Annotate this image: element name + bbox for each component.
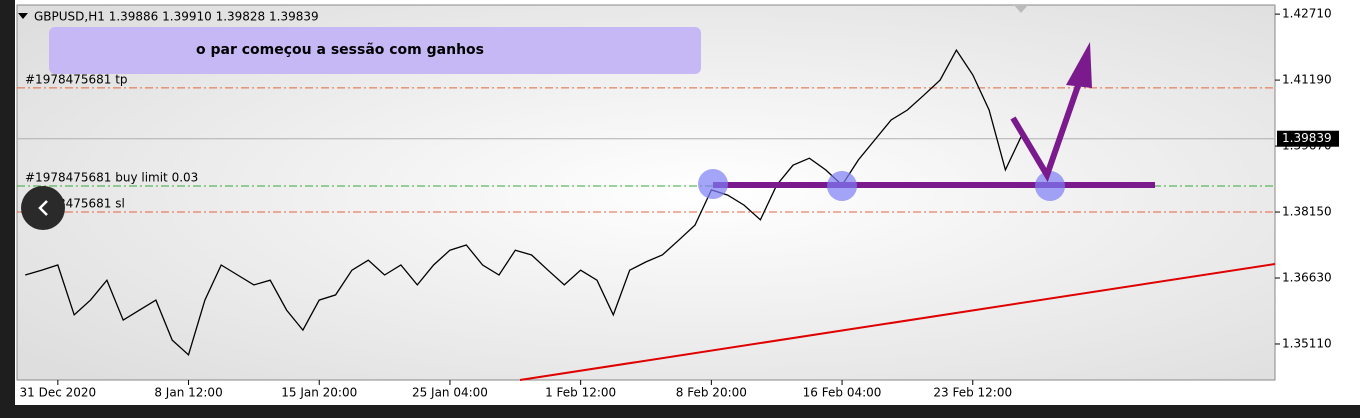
x-tick-label: 8 Feb 20:00	[676, 386, 747, 400]
y-tick-label: 1.42710	[1282, 7, 1332, 21]
y-tick-label: 1.35110	[1282, 336, 1332, 350]
annotation-box	[49, 27, 701, 74]
x-tick-label: 23 Feb 12:00	[933, 386, 1012, 400]
arrow-path	[1010, 79, 1083, 183]
arrow-head	[1066, 42, 1092, 88]
x-tick-label: 15 Jan 20:00	[281, 386, 357, 400]
x-tick-label: 8 Jan 12:00	[154, 386, 222, 400]
last-price-label: 1.39839	[1282, 131, 1332, 145]
y-tick-label: 1.41190	[1282, 73, 1332, 87]
collapse-icon	[18, 13, 28, 19]
x-tick-label: 31 Dec 2020	[20, 386, 97, 400]
nav-circle[interactable]	[21, 186, 65, 230]
trend-line	[519, 263, 1276, 381]
annotation: o par começou a sessão com ganhos	[196, 42, 484, 58]
touch-point	[1035, 171, 1065, 201]
bottom-bar	[0, 405, 1360, 418]
drawing	[698, 42, 1155, 201]
y-tick-label: 1.36630	[1282, 271, 1332, 285]
chart-title: GBPUSD,H1 1.39886 1.39910 1.39828 1.3983…	[34, 10, 319, 24]
touch-point	[827, 171, 857, 201]
x-tick-label: 16 Feb 04:00	[803, 386, 882, 400]
level-label: #1978475681 tp	[25, 72, 128, 86]
nav-chevron[interactable]	[38, 200, 48, 216]
x-tick-label: 25 Jan 04:00	[412, 386, 488, 400]
touch-point	[698, 169, 728, 199]
price-line	[25, 48, 1023, 356]
nav-button[interactable]	[21, 186, 65, 230]
last-price-box	[1277, 130, 1339, 147]
shift-marker	[1014, 5, 1028, 13]
x-tick-label: 1 Feb 12:00	[545, 386, 616, 400]
y-tick-label: 1.38150	[1282, 205, 1332, 219]
level-label: #1978475681 buy limit 0.03	[25, 170, 198, 184]
